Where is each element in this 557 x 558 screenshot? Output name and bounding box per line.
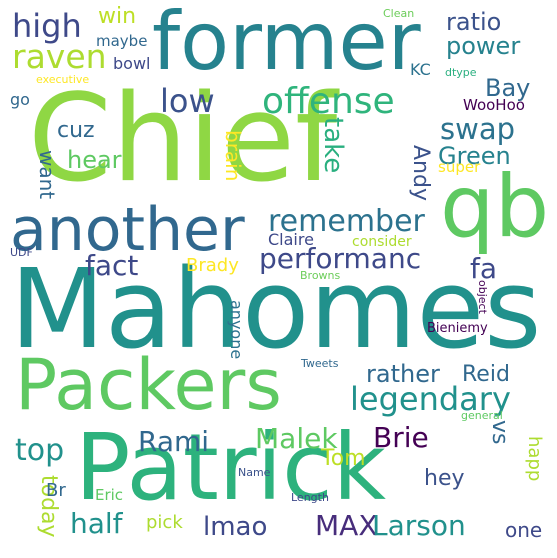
word-woohoo: WooHoo <box>463 96 525 114</box>
word-raven: raven <box>12 37 107 76</box>
word-tweets: Tweets <box>301 357 339 370</box>
word-lmao: lmao <box>203 512 268 542</box>
word-packers: Packers <box>15 344 282 426</box>
word-udf: UDF <box>10 246 33 259</box>
word-reid: Reid <box>462 362 510 387</box>
word-rather: rather <box>366 360 440 388</box>
word-win: win <box>98 4 137 29</box>
word-fa: fa <box>470 252 498 285</box>
word-br: Br <box>46 480 66 501</box>
word-swap: swap <box>440 112 516 146</box>
word-clean: Clean <box>383 7 415 20</box>
word-green: Green <box>438 142 511 170</box>
word-tom: Tom <box>321 446 366 471</box>
word-brady: Brady <box>186 255 239 276</box>
word-offense: offense <box>262 81 395 122</box>
word-patrick: Patrick <box>75 414 387 521</box>
word-name: Name <box>238 466 271 479</box>
word-larson: Larson <box>372 509 466 542</box>
word-half: half <box>70 507 123 540</box>
word-vs: vs <box>487 420 512 445</box>
word-another: another <box>10 195 245 265</box>
word-take: take <box>318 117 348 174</box>
word-anyone: anyone <box>227 300 246 360</box>
word-mahomes: Mahomes <box>10 245 542 373</box>
word-chief: Chief <box>28 70 338 209</box>
word-executive: executive <box>36 73 90 86</box>
word-rami: Rami <box>138 425 210 458</box>
word-top: top <box>15 433 65 468</box>
word-length: Length <box>291 491 329 504</box>
word-super: super <box>438 158 481 176</box>
word-go: go <box>10 90 30 109</box>
word-hey: hey <box>424 466 465 491</box>
word-want: want <box>35 150 59 200</box>
word-max: MAX <box>315 509 378 542</box>
word-remember: remember <box>268 204 425 239</box>
word-qb: qb <box>440 157 550 257</box>
word-ratio: ratio <box>446 8 502 36</box>
word-power: power <box>446 32 521 60</box>
word-low: low <box>160 82 215 120</box>
word-dtype: dtype <box>445 66 477 79</box>
word-hear: hear <box>67 146 122 174</box>
word-performanc: performanc <box>259 242 422 275</box>
word-bay: Bay <box>485 74 531 102</box>
word-brain: brain <box>221 130 245 182</box>
word-general: general <box>461 409 503 422</box>
word-kc: KC <box>410 60 431 79</box>
word-brie: Brie <box>373 421 429 454</box>
word-legendary: legendary <box>350 380 511 418</box>
word-claire: Claire <box>268 230 314 249</box>
word-one: one <box>505 518 543 542</box>
word-fact: fact <box>85 249 139 282</box>
word-consider: consider <box>352 234 412 250</box>
word-eric: Eric <box>95 486 124 504</box>
word-cuz: cuz <box>57 118 95 143</box>
word-browns: Browns <box>300 269 341 282</box>
word-andy: Andy <box>408 145 433 201</box>
word-object: object <box>476 280 489 314</box>
word-former: former <box>152 0 421 88</box>
word-malek: Malek <box>255 422 338 455</box>
word-high: high <box>12 7 82 45</box>
word-happ: happ <box>524 436 545 482</box>
word-bieniemy: Bieniemy <box>427 321 488 336</box>
word-maybe: maybe <box>96 32 148 50</box>
word-bowl: bowl <box>113 54 151 73</box>
word-pick: pick <box>146 512 183 533</box>
